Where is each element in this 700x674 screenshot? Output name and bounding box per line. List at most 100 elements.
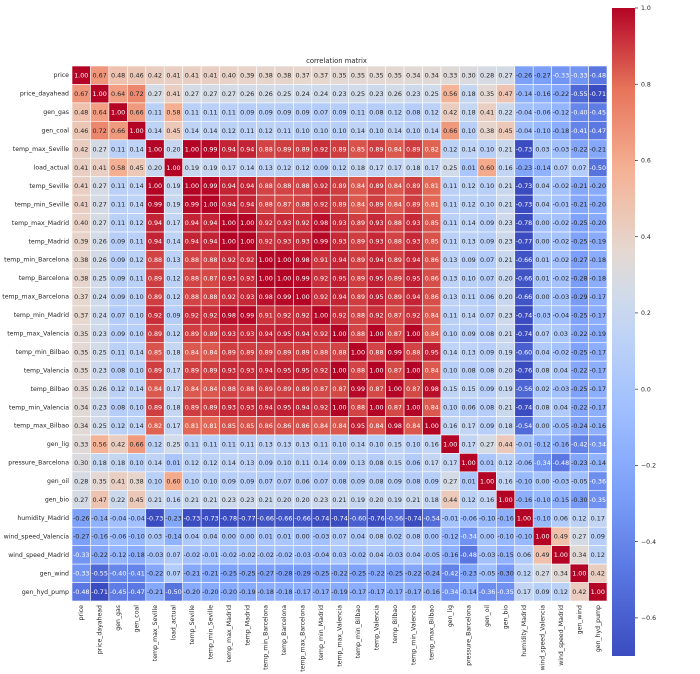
cell-value-label: -0.17: [590, 385, 607, 393]
cell-value-label: -0.22: [571, 404, 588, 412]
cell-value-label: 0.82: [148, 422, 162, 430]
cell-value-label: 0.84: [369, 422, 383, 430]
y-tick-label: temp_max_Madrid: [12, 220, 69, 227]
cell-value-label: 0.00: [240, 533, 254, 541]
cell-value-label: 0.08: [369, 477, 383, 485]
cell-value-label: 0.11: [240, 127, 254, 135]
cell-value-label: 0.99: [240, 311, 254, 319]
cell-value-label: 0.24: [295, 90, 309, 98]
y-tick-label: gen_hyd_pump: [22, 589, 69, 596]
cell-value-label: -0.27: [534, 72, 551, 80]
cell-value-label: 0.94: [240, 182, 254, 190]
cell-value-label: 0.88: [351, 404, 365, 412]
cell-value-label: -0.17: [350, 588, 367, 596]
cell-value-label: 0.09: [111, 274, 125, 282]
cell-value-label: -0.56: [387, 514, 404, 522]
cell-value-label: -0.16: [497, 514, 514, 522]
cell-value-label: 0.37: [74, 311, 88, 319]
cell-value-label: 0.02: [388, 533, 402, 541]
cell-value-label: 0.48: [111, 72, 125, 80]
cell-value-label: 0.14: [129, 385, 143, 393]
cell-value-label: 0.20: [369, 496, 383, 504]
cell-value-label: -0.34: [460, 533, 477, 541]
cell-value-label: 0.92: [277, 311, 291, 319]
cell-value-label: -0.02: [553, 182, 570, 190]
cell-value-label: 0.11: [203, 108, 217, 116]
cell-value-label: 0.10: [480, 201, 494, 209]
cell-value-label: 0.84: [185, 348, 199, 356]
cell-value-label: 0.10: [462, 274, 476, 282]
cell-value-label: 0.92: [185, 311, 199, 319]
colorbar-tick-label: 1.0: [641, 5, 651, 12]
cell-value-label: -0.73: [202, 514, 219, 522]
cell-value-label: -0.25: [387, 570, 404, 578]
cell-value-label: 0.92: [314, 145, 328, 153]
cell-value-label: 0.86: [425, 293, 439, 301]
cell-value-label: 1.00: [185, 182, 199, 190]
cell-value-label: 0.10: [295, 127, 309, 135]
cell-value-label: 0.07: [314, 477, 328, 485]
x-tick-label: gen_lig: [447, 605, 454, 627]
cell-value-label: 0.94: [295, 330, 309, 338]
x-tick-label: temp_max_Seville: [152, 605, 159, 661]
cell-value-label: 0.39: [74, 238, 88, 246]
cell-value-label: -0.47: [128, 588, 145, 596]
cell-value-label: -0.02: [553, 219, 570, 227]
cell-value-label: 0.26: [388, 90, 402, 98]
cell-value-label: 0.88: [406, 348, 420, 356]
cell-value-label: 0.08: [111, 367, 125, 375]
cell-value-label: 0.11: [240, 440, 254, 448]
cell-value-label: 0.17: [166, 219, 180, 227]
cell-value-label: -0.10: [516, 477, 533, 485]
cell-value-label: 0.58: [166, 108, 180, 116]
cell-value-label: 1.00: [480, 477, 494, 485]
x-tick-label: price: [78, 605, 85, 621]
cell-value-label: 0.89: [185, 367, 199, 375]
cell-value-label: 0.19: [166, 182, 180, 190]
cell-value-label: 0.93: [277, 238, 291, 246]
cell-value-label: 0.89: [351, 219, 365, 227]
cell-value-label: -0.04: [516, 127, 533, 135]
cell-value-label: 0.66: [443, 127, 457, 135]
cell-value-label: 0.88: [295, 201, 309, 209]
cell-value-label: -0.02: [553, 348, 570, 356]
cell-value-label: 0.95: [277, 367, 291, 375]
cell-value-label: -0.29: [294, 570, 311, 578]
cell-value-label: 0.27: [572, 533, 586, 541]
x-tick-label: load_actual: [170, 605, 177, 641]
cell-value-label: 0.08: [406, 533, 420, 541]
cell-value-label: 0.41: [480, 108, 494, 116]
cell-value-label: 0.85: [240, 422, 254, 430]
cell-value-label: 0.45: [129, 496, 143, 504]
cell-value-label: -0.05: [423, 551, 440, 559]
cell-value-label: 0.93: [240, 404, 254, 412]
cell-value-label: 0.09: [222, 477, 236, 485]
cell-value-label: 0.08: [369, 459, 383, 467]
cell-value-label: -0.12: [534, 440, 551, 448]
cell-value-label: 0.44: [443, 496, 457, 504]
cell-value-label: -0.41: [128, 570, 145, 578]
cell-value-label: 0.00: [535, 477, 549, 485]
cell-value-label: 0.98: [259, 293, 273, 301]
cell-value-label: -0.77: [239, 514, 256, 522]
cell-value-label: 0.47: [498, 90, 512, 98]
cell-value-label: 0.92: [314, 274, 328, 282]
cell-value-label: 0.10: [443, 404, 457, 412]
cell-value-label: 0.13: [443, 256, 457, 264]
cell-value-label: 0.89: [277, 385, 291, 393]
cell-value-label: 0.04: [535, 201, 549, 209]
cell-value-label: 0.11: [277, 127, 291, 135]
cell-value-label: 0.07: [314, 108, 328, 116]
cell-value-label: 0.14: [388, 127, 402, 135]
cell-value-label: 0.56: [443, 90, 457, 98]
cell-value-label: -0.17: [368, 588, 385, 596]
y-tick-label: load_actual: [34, 164, 70, 171]
cell-value-label: 0.81: [185, 422, 199, 430]
cell-value-label: -0.02: [257, 551, 274, 559]
cell-value-label: 0.10: [406, 440, 420, 448]
cell-value-label: 0.04: [351, 533, 365, 541]
colorbar-tick-label: 0.0: [641, 386, 651, 393]
cell-value-label: 0.93: [240, 367, 254, 375]
cell-value-label: 0.41: [74, 182, 88, 190]
cell-value-label: 0.12: [295, 164, 309, 172]
